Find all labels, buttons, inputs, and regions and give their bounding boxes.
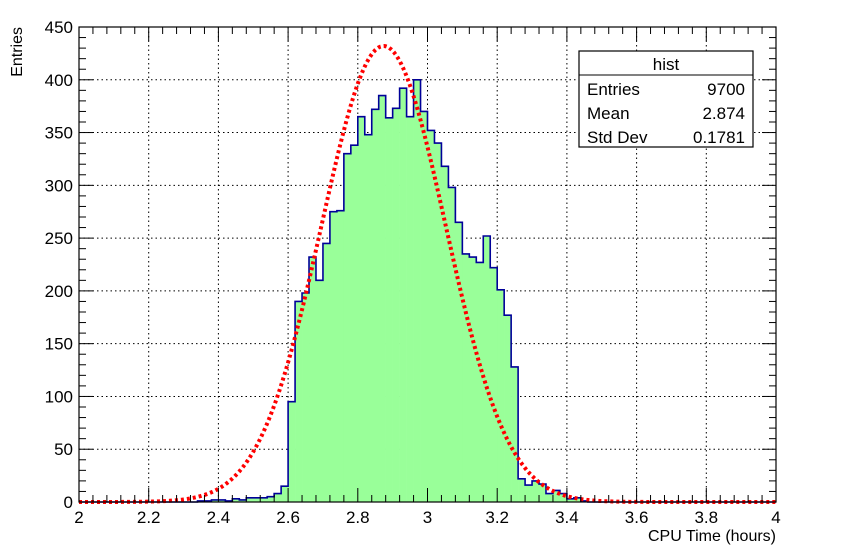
- histogram-bar-34: [315, 280, 324, 502]
- histogram-bar-40: [357, 116, 366, 502]
- histogram-bar-45: [392, 108, 400, 503]
- x-tick-label-3: 2.6: [276, 508, 300, 527]
- histogram-bar-56: [469, 257, 477, 502]
- stats-box-title: hist: [653, 55, 680, 74]
- histogram-bar-54: [455, 222, 463, 502]
- histogram-bar-48: [413, 79, 421, 503]
- stats-mean-label: Mean: [587, 104, 630, 123]
- stats-box: hist Entries 9700 Mean 2.874 Std Dev 0.1…: [578, 50, 754, 148]
- stats-mean-value: 2.874: [702, 104, 745, 123]
- histogram-bar-37: [336, 210, 345, 502]
- histogram-bar-71: [573, 497, 582, 502]
- histogram-bar-46: [399, 88, 407, 502]
- x-tick-label-2: 2.4: [207, 508, 231, 527]
- histogram-bar-29: [281, 486, 289, 502]
- axis-layer: 2 2.2 2.4 2.6 2.8 3 3.2 3.4 3.6 3.8 4 0 50 100 150 200 2…: [45, 18, 781, 527]
- histogram-bar-65: [532, 480, 540, 502]
- histogram-bar-32: [302, 293, 310, 502]
- histogram-bar-60: [497, 289, 505, 502]
- x-tick-label-7: 3.4: [555, 508, 579, 527]
- y-tick-label-0: 0: [64, 493, 73, 512]
- histogram-bar-23: [239, 499, 247, 502]
- histogram-bar-50: [427, 130, 435, 502]
- histogram-bar-63: [518, 478, 526, 502]
- histogram-bar-20: [218, 499, 226, 502]
- stats-stddev-value: 0.1781: [693, 128, 745, 147]
- histogram-bar-24: [246, 497, 254, 502]
- y-tick-label-7: 350: [45, 124, 73, 143]
- histogram-bar-31: [295, 301, 303, 502]
- x-tick-label-1: 2.2: [137, 508, 161, 527]
- x-tick-label-8: 3.6: [625, 508, 649, 527]
- histogram-bar-42: [371, 109, 380, 502]
- y-tick-label-5: 250: [45, 229, 73, 248]
- y-tick-label-9: 450: [45, 18, 73, 37]
- histogram-bar-52: [441, 166, 449, 503]
- histogram-bar-36: [329, 211, 338, 502]
- histogram-bar-66: [539, 484, 547, 502]
- histogram-bar-35: [322, 243, 331, 502]
- histogram-bar-58: [483, 236, 491, 502]
- y-axis-title: Entries: [9, 27, 26, 77]
- y-tick-label-2: 100: [45, 387, 73, 406]
- y-tick-label-3: 150: [45, 335, 73, 354]
- histogram-bar-25: [253, 497, 261, 502]
- histogram-bar-49: [420, 111, 428, 502]
- histogram-bar-28: [274, 493, 282, 502]
- histogram-bar-44: [385, 117, 393, 503]
- histogram-bar-55: [462, 253, 470, 502]
- histogram-bar-67: [545, 493, 554, 502]
- histogram-bar-41: [364, 134, 373, 502]
- histogram-bar-27: [267, 496, 275, 502]
- stats-entries-label: Entries: [587, 80, 640, 99]
- x-tick-label-4: 2.8: [346, 508, 370, 527]
- stats-entries-value: 9700: [707, 80, 745, 99]
- histogram-bar-61: [504, 315, 512, 502]
- histogram-bar-68: [552, 490, 561, 502]
- x-tick-label-6: 3.2: [485, 508, 509, 527]
- x-tick-label-9: 3.8: [694, 508, 718, 527]
- x-axis-title: CPU Time (hours): [648, 528, 776, 545]
- x-tick-label-10: 4: [771, 508, 780, 527]
- histogram-bar-57: [476, 262, 484, 502]
- histogram-bar-30: [288, 401, 296, 502]
- stats-box-frame: [578, 50, 754, 148]
- histogram-bar-43: [378, 95, 386, 502]
- histogram-bar-64: [525, 485, 533, 502]
- histogram-bar-26: [260, 497, 268, 502]
- histogram-bar-70: [566, 498, 575, 502]
- histogram-bar-69: [559, 493, 568, 502]
- histogram-bar-33: [309, 257, 317, 502]
- x-tick-label-0: 2: [74, 508, 83, 527]
- y-tick-label-8: 400: [45, 71, 73, 90]
- y-tick-label-4: 200: [45, 282, 73, 301]
- y-tick-label-6: 300: [45, 176, 73, 195]
- x-tick-label-5: 3: [423, 508, 432, 527]
- y-tick-label-1: 50: [54, 440, 73, 459]
- stats-stddev-label: Std Dev: [587, 128, 648, 147]
- histogram-bar-38: [343, 153, 352, 502]
- histogram-bar-51: [434, 143, 442, 502]
- histogram-bar-47: [406, 116, 414, 502]
- histogram-bar-39: [350, 145, 359, 502]
- histogram-bar-22: [232, 498, 240, 502]
- histogram-bar-62: [511, 366, 519, 502]
- histogram-bar-59: [490, 267, 498, 502]
- histogram-bar-19: [211, 499, 219, 502]
- histogram-bar-53: [448, 187, 456, 502]
